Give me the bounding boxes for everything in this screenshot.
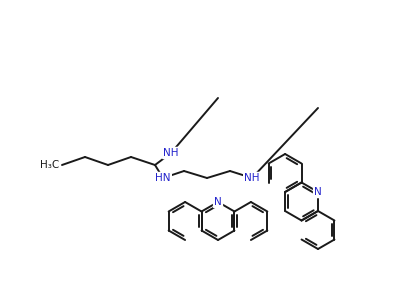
Text: N: N (214, 197, 222, 207)
Text: H₃C: H₃C (40, 160, 59, 170)
Text: NH: NH (163, 148, 179, 158)
Text: NH: NH (244, 173, 260, 183)
Text: N: N (314, 187, 322, 197)
Text: HN: HN (155, 173, 171, 183)
